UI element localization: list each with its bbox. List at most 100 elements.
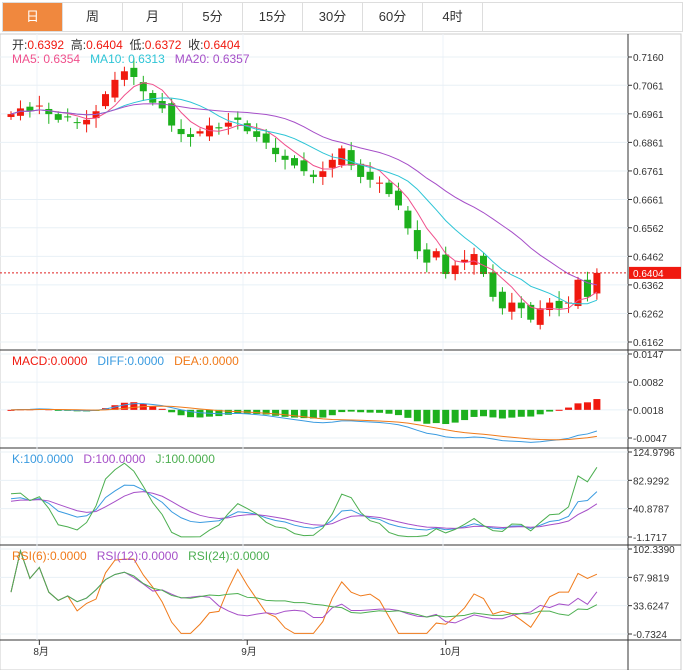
candle-down: [385, 182, 393, 195]
x-axis-label: 8月: [33, 646, 49, 658]
macd-bar: [158, 408, 166, 410]
macd-bar: [328, 409, 336, 416]
tab-2[interactable]: 月: [123, 3, 183, 31]
diff-value: DIFF:0.0000: [97, 354, 165, 368]
macd-bar: [517, 409, 525, 417]
chart-frame: [0, 33, 682, 670]
macd-bar: [583, 402, 591, 410]
candle-down: [357, 163, 365, 177]
price-tick-label: 0.6362: [633, 281, 664, 292]
candle-up: [319, 171, 327, 177]
candle-down: [215, 127, 223, 129]
macd-bar: [442, 409, 450, 425]
price-tick-label: 0.7160: [633, 53, 664, 64]
macd-bar: [546, 409, 554, 412]
rsi24-line: [10, 549, 598, 618]
candle-down: [291, 158, 298, 166]
macd-bar: [376, 409, 384, 413]
candle-up: [120, 71, 128, 80]
price-tick-label: 0.6661: [633, 196, 664, 207]
candle-down: [64, 116, 72, 118]
rsi-tick-label: -0.7324: [633, 630, 667, 641]
macd-bar: [489, 409, 497, 418]
candle-down: [262, 133, 270, 143]
candle-down: [555, 300, 563, 309]
candle-up: [328, 159, 336, 168]
last-price-label: 0.6404: [633, 269, 664, 280]
macd-bar: [262, 409, 270, 415]
dea-line: [10, 405, 597, 441]
rsi-tick-label: 102.3390: [633, 545, 675, 556]
macd-bar: [177, 409, 185, 416]
tab-4[interactable]: 15分: [243, 3, 303, 31]
candle-up: [470, 254, 478, 265]
tab-1[interactable]: 周: [63, 3, 123, 31]
price-tick-label: 0.6262: [633, 309, 664, 320]
d-value: D:100.0000: [83, 452, 146, 466]
last-price-badge: [629, 266, 681, 279]
candle-up: [111, 79, 119, 98]
kdj-legend: K:100.0000 D:100.0000 J:100.0000: [12, 452, 215, 466]
low-value: 0.6372: [144, 38, 182, 52]
candle-up: [376, 182, 384, 184]
candle-down: [73, 122, 81, 124]
macd-bar: [120, 402, 128, 410]
ohlc-legend: 开:0.6392 高:0.6404 低:0.6372 收:0.6404: [12, 36, 240, 53]
candle-up: [536, 308, 544, 325]
tab-5[interactable]: 30分: [303, 3, 363, 31]
candle-up: [451, 265, 459, 275]
macd-bar: [253, 409, 261, 414]
candle-down: [300, 160, 308, 172]
high-label: 高:: [70, 38, 87, 52]
candle-up: [432, 251, 440, 258]
candle-down: [404, 210, 412, 229]
macd-bar: [593, 399, 601, 410]
close-value: 0.6404: [203, 38, 241, 52]
kdj-tick-label: 124.9796: [633, 448, 675, 459]
diff-line: [10, 403, 598, 443]
ma5-value: MA5: 0.6354: [12, 52, 81, 66]
candle-down: [187, 134, 195, 137]
candle-up: [102, 94, 109, 107]
macd-bar: [423, 409, 431, 424]
candle-down: [234, 117, 242, 120]
macd-bar: [54, 409, 62, 411]
candle-down: [309, 174, 317, 177]
candle-down: [442, 254, 450, 275]
candle-down: [281, 155, 289, 160]
macd-bar: [404, 409, 412, 418]
macd-bar: [357, 409, 365, 413]
tab-0[interactable]: 日: [3, 3, 63, 31]
tab-3[interactable]: 5分: [183, 3, 243, 31]
macd-legend: MACD:0.0000 DIFF:0.0000 DEA:0.0000: [12, 354, 239, 368]
macd-bar: [130, 402, 138, 410]
candle-down: [583, 279, 591, 297]
candle-down: [347, 150, 355, 166]
macd-bar: [291, 409, 298, 418]
macd-bar: [498, 409, 506, 419]
macd-bar: [451, 409, 459, 423]
macd-bar: [385, 409, 393, 414]
candle-up: [461, 259, 469, 263]
candle-down: [253, 131, 261, 137]
candle-down: [45, 108, 53, 115]
macd-bar: [480, 409, 487, 417]
macd-bar: [309, 409, 317, 419]
d-line: [10, 491, 598, 529]
macd-value: MACD:0.0000: [12, 354, 88, 368]
close-label: 收:: [188, 38, 204, 52]
macd-bar: [149, 406, 157, 410]
candle-up: [196, 131, 204, 134]
high-value: 0.6404: [86, 38, 123, 52]
macd-tick-label: 0.0082: [633, 378, 664, 389]
macd-bar: [394, 409, 402, 416]
rsi-tick-label: 33.6247: [633, 602, 670, 613]
candle-down: [366, 171, 374, 180]
tab-6[interactable]: 60分: [363, 3, 423, 31]
macd-bar: [7, 409, 15, 411]
macd-bar: [527, 409, 535, 417]
tab-7[interactable]: 4时: [423, 3, 483, 31]
k-value: K:100.0000: [12, 452, 74, 466]
macd-bar: [574, 403, 582, 410]
